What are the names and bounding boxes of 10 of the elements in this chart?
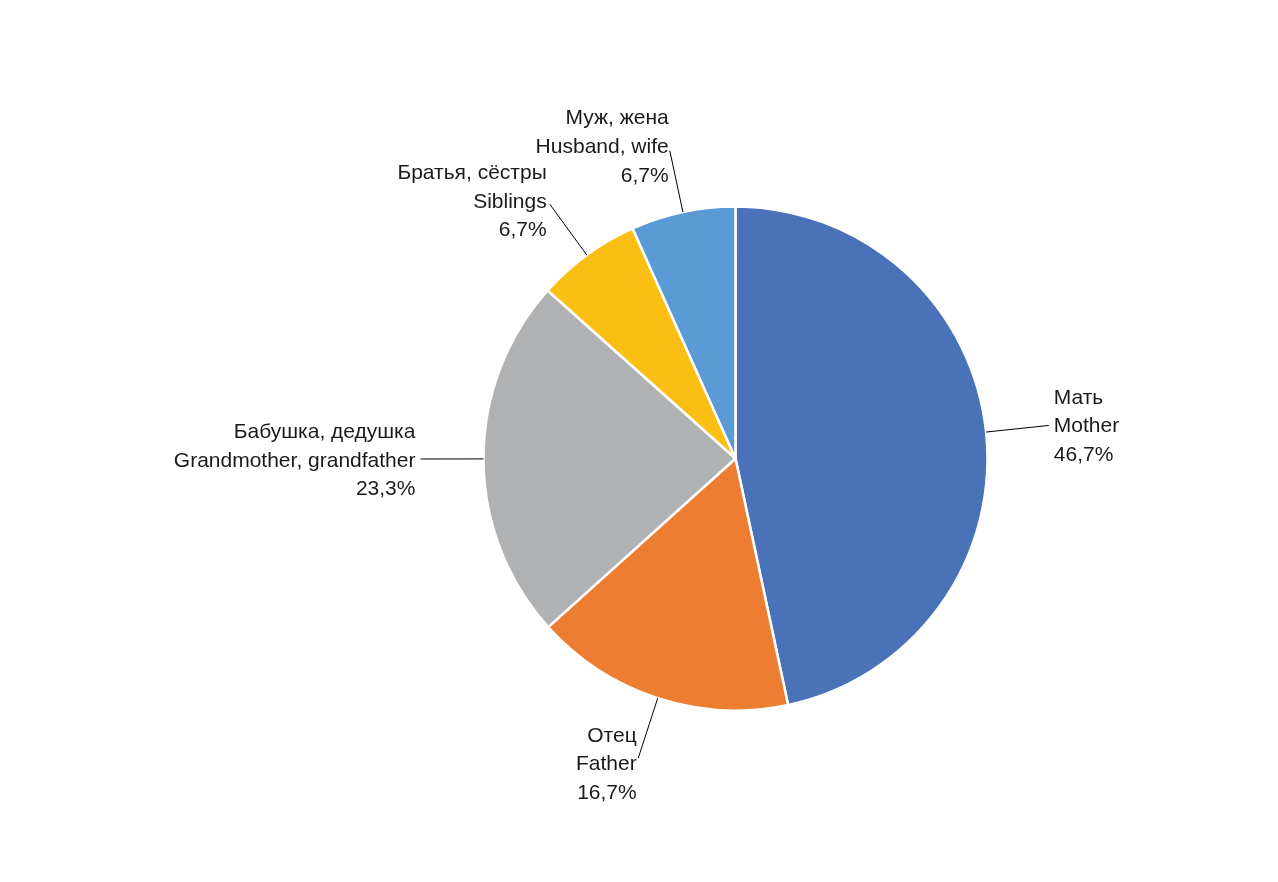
slice-label: Мать Mother — [1053, 384, 1120, 437]
data-label: 23,3% — [355, 476, 416, 500]
slice-label: Муж, жена Husband, wife — [535, 105, 670, 158]
slice-label: Бабушка, дедушка Grandmother, grandfather — [173, 418, 416, 471]
data-label: 16,7% — [577, 780, 637, 804]
slice-label: Отец Father — [576, 722, 637, 775]
data-label: 46,7% — [1053, 442, 1114, 466]
data-label: 6,7% — [620, 162, 669, 186]
slice-label: Братья, сёстры Siblings — [397, 159, 547, 212]
data-label: 6,7% — [498, 217, 547, 241]
